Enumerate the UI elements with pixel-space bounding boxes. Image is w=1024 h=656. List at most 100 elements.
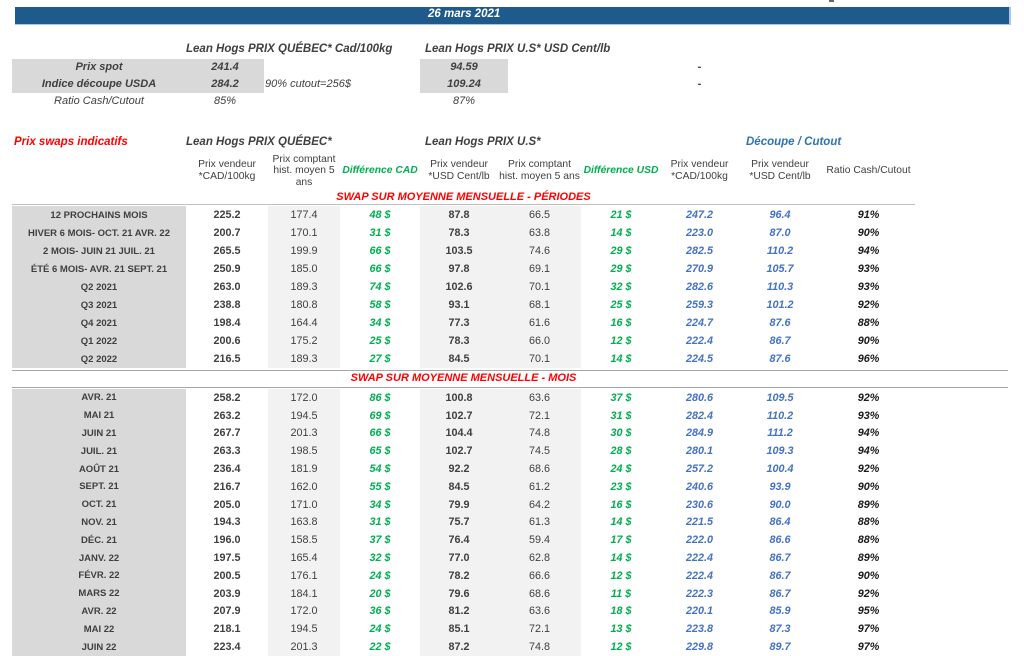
cell-cutout-usd: 100.4 (766, 463, 794, 476)
cell-hist-cad: 164.4 (268, 314, 340, 332)
cell-hist-cad: 175.2 (268, 332, 340, 350)
cell-period-label: DÉC. 21 (12, 531, 186, 550)
cell-hist-cad: 194.5 (268, 620, 340, 639)
cell-seller-usd: 77.3 (420, 314, 498, 332)
cell-hist-usd: 69.1 (498, 260, 581, 278)
spot-cad-bg (186, 59, 264, 93)
cell-period-label: AVR. 22 (12, 602, 186, 621)
cell-seller-cad: 197.5 (213, 552, 241, 565)
cell-seller-cad: 250.9 (213, 263, 241, 275)
cell-cutout-usd: 85.9 (769, 605, 791, 618)
cell-seller-cad: 238.8 (213, 299, 241, 311)
cell-seller-cad: 216.7 (213, 480, 241, 493)
cell-seller-cad: 225.2 (213, 209, 241, 221)
cell-period-label: OCT. 21 (12, 495, 186, 514)
cell-seller-usd: 78.2 (420, 566, 498, 585)
months-table: AVR. 21 258.2 172.0 86 $100.8 63.6 37 $280.6 1… (12, 389, 915, 656)
group-header-us: Lean Hogs PRIX U.S* (425, 136, 541, 148)
cell-period-label: NOV. 21 (12, 513, 186, 532)
cell-period-label: JUIN 21 (12, 424, 186, 443)
cell-seller-usd: 78.3 (420, 332, 498, 350)
cell-difference-cad: 58 $ (369, 299, 391, 311)
cell-ratio-cash-cutout: 90% (857, 227, 880, 239)
cell-cutout-cad: 223.8 (685, 623, 714, 636)
spot-row-label: Prix spot (75, 61, 123, 73)
cell-hist-cad: 194.5 (268, 406, 340, 425)
cell-cutout-usd: 90.0 (769, 498, 791, 511)
cell-period-label: Q3 2021 (12, 296, 186, 314)
cell-cutout-usd: 101.2 (766, 299, 794, 311)
cell-seller-usd: 102.7 (420, 442, 498, 461)
cell-hist-usd: 72.1 (498, 620, 581, 639)
cell-seller-usd: 81.2 (420, 602, 498, 621)
cell-seller-cad: 223.4 (213, 641, 241, 654)
cell-difference-usd: 25 $ (610, 299, 632, 311)
indice-cutout-dash: - (697, 78, 702, 90)
cell-hist-usd: 63.6 (498, 602, 581, 621)
cell-cutout-cad: 222.4 (685, 552, 714, 565)
cell-hist-usd: 61.2 (498, 477, 581, 496)
indice-cad-value: 284.2 (211, 78, 239, 90)
cell-difference-usd: 16 $ (610, 498, 632, 511)
cell-ratio-cash-cutout: 89% (857, 552, 880, 565)
cell-seller-usd: 76.4 (420, 531, 498, 550)
cell-cutout-usd: 109.3 (766, 445, 794, 458)
cell-cutout-cad: 282.5 (685, 245, 714, 257)
cell-seller-usd: 75.7 (420, 513, 498, 532)
cell-hist-cad: 162.0 (268, 477, 340, 496)
cell-period-label: Q2 2022 (12, 350, 186, 368)
cell-ratio-cash-cutout: 92% (857, 391, 880, 404)
cell-cutout-usd: 86.7 (769, 569, 791, 582)
column-header: Prix comptant hist. moyen 5 ans (272, 153, 336, 188)
cell-period-label: AVR. 21 (12, 389, 186, 407)
cell-cutout-usd: 86.7 (769, 335, 791, 347)
spot-label-bg (12, 59, 186, 93)
column-header: Prix vendeur *CAD/100kg (670, 159, 729, 182)
cell-ratio-cash-cutout: 88% (857, 534, 880, 547)
cell-ratio-cash-cutout: 88% (857, 317, 880, 329)
cell-hist-usd: 72.1 (498, 406, 581, 425)
cell-period-label: HIVER 6 MOIS- OCT. 21 AVR. 22 (12, 224, 186, 242)
screen-edge-artifact (829, 0, 834, 2)
cell-difference-usd: 37 $ (610, 391, 632, 404)
cell-hist-cad: 176.1 (268, 566, 340, 585)
cell-ratio-cash-cutout: 94% (857, 427, 880, 440)
cell-period-label: SEPT. 21 (12, 477, 186, 496)
cell-period-label: MARS 22 (12, 584, 186, 603)
cell-ratio-cash-cutout: 90% (857, 335, 880, 347)
cell-ratio-cash-cutout: 95% (857, 605, 880, 618)
cell-ratio-cash-cutout: 91% (857, 209, 880, 221)
divider-line (12, 370, 1008, 371)
cell-difference-cad: 34 $ (369, 317, 391, 329)
cell-cutout-cad: 221.5 (685, 516, 714, 529)
cell-difference-usd: 14 $ (610, 552, 632, 565)
cell-hist-usd: 66.0 (498, 332, 581, 350)
cell-ratio-cash-cutout: 88% (857, 516, 880, 529)
cell-cutout-usd: 87.6 (769, 317, 791, 329)
section-title-months: SWAP SUR MOYENNE MENSUELLE - MOIS (350, 372, 577, 384)
cell-cutout-cad: 220.1 (685, 605, 714, 618)
cell-seller-cad: 218.1 (213, 623, 241, 636)
cell-hist-cad: 158.5 (268, 531, 340, 550)
cell-hist-usd: 70.1 (498, 350, 581, 368)
cell-cutout-cad: 280.1 (685, 445, 714, 458)
quebec-price-header: Lean Hogs PRIX QUÉBEC* Cad/100kg (186, 43, 393, 55)
cell-cutout-cad: 222.0 (685, 534, 714, 547)
cell-seller-usd: 104.4 (420, 424, 498, 443)
cell-seller-cad: 200.6 (213, 335, 241, 347)
cell-period-label: MAI 22 (12, 620, 186, 639)
cell-period-label: AOÛT 21 (12, 460, 186, 478)
cell-seller-cad: 198.4 (213, 317, 241, 329)
column-header: Prix vendeur *USD Cent/lb (428, 159, 490, 182)
cell-seller-usd: 87.2 (420, 638, 498, 656)
cell-cutout-usd: 87.3 (769, 623, 791, 636)
cell-ratio-cash-cutout: 90% (857, 480, 880, 493)
cell-difference-usd: 29 $ (610, 263, 632, 275)
cell-difference-usd: 14 $ (610, 227, 632, 239)
cell-difference-usd: 16 $ (610, 317, 632, 329)
cell-hist-usd: 70.1 (498, 278, 581, 296)
cell-difference-usd: 31 $ (610, 409, 632, 422)
cell-seller-usd: 87.8 (420, 206, 498, 224)
cell-hist-usd: 74.6 (498, 242, 581, 260)
cell-difference-cad: 32 $ (369, 552, 391, 565)
